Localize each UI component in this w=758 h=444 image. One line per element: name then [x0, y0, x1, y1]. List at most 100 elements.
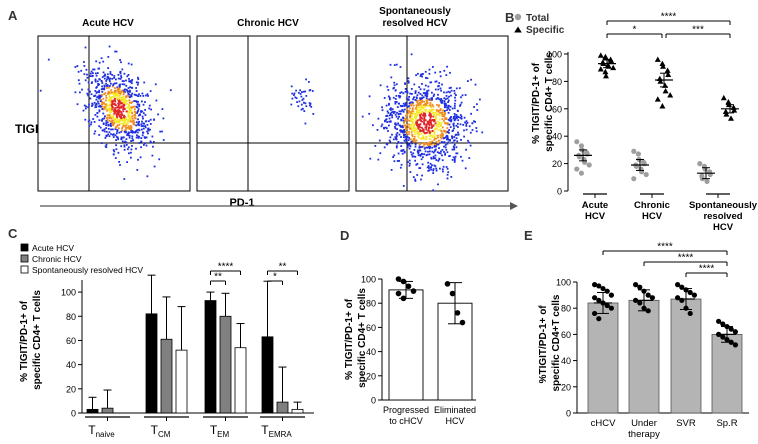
flow-event: [106, 78, 108, 81]
flow-event: [414, 178, 416, 181]
flow-event: [435, 169, 438, 172]
flow-event: [131, 135, 134, 138]
flow-event: [394, 127, 397, 130]
flow-event: [425, 143, 427, 145]
flow-event: [387, 130, 389, 132]
e-point: [720, 334, 726, 340]
flow-event: [438, 139, 441, 142]
flow-event: [429, 118, 432, 121]
flow-event: [112, 133, 115, 136]
flow-event: [395, 133, 398, 136]
flow-event: [446, 177, 449, 180]
flow-event: [456, 152, 459, 155]
flow-event: [389, 120, 392, 123]
flow-event: [98, 119, 101, 122]
e-point: [691, 292, 698, 298]
flow-event: [113, 112, 116, 115]
flow-event: [403, 131, 406, 134]
flow-event: [115, 50, 118, 53]
flow-event: [404, 82, 406, 85]
legend-total-label: Total: [526, 13, 549, 24]
flow-event: [137, 110, 140, 112]
flow-event: [385, 104, 388, 107]
flow-event: [132, 120, 135, 123]
flow-event: [111, 74, 114, 76]
flow-event: [455, 152, 458, 155]
flow-event: [110, 110, 112, 113]
flow-event: [449, 126, 452, 128]
flow-event: [98, 94, 101, 97]
flow-event: [131, 79, 134, 81]
flow-event: [131, 87, 133, 89]
flow-event: [434, 148, 437, 151]
flow-event: [134, 114, 137, 117]
flow-event: [476, 109, 479, 111]
flow-event: [456, 140, 459, 143]
flow-event: [112, 124, 115, 126]
flow-event: [444, 110, 446, 112]
flow-event: [117, 120, 120, 122]
flow-event: [93, 95, 96, 97]
flow-event: [436, 143, 439, 146]
flow-event: [131, 131, 134, 134]
flow-event: [125, 84, 128, 87]
flow-event: [391, 114, 393, 117]
flow-event: [97, 100, 99, 103]
flow-event: [443, 136, 446, 139]
flow-event: [390, 107, 392, 110]
flow-event: [149, 90, 152, 92]
b-point-specific: [667, 92, 674, 98]
flow-event: [428, 147, 431, 150]
e-point: [720, 321, 726, 327]
flow-event: [392, 96, 395, 99]
flow-event: [445, 95, 448, 97]
flow-event: [97, 105, 100, 108]
flow-event: [300, 95, 303, 98]
flow-event: [107, 124, 110, 127]
flow-event: [135, 90, 138, 92]
flow-event: [405, 139, 408, 141]
flow-event: [120, 97, 123, 100]
c-y-label-line2: specific CD4+ T cells: [32, 290, 43, 390]
flow-event: [395, 115, 398, 118]
flow-event: [420, 158, 423, 161]
flow-event: [118, 115, 121, 118]
flow-event: [418, 136, 420, 139]
flow-event: [416, 131, 419, 133]
flow-event: [412, 98, 414, 101]
flow-event: [140, 140, 143, 143]
flow-event: [394, 102, 397, 105]
flow-event: [397, 152, 400, 155]
flow-event: [121, 99, 123, 102]
flow-event: [146, 175, 149, 178]
flow-event: [416, 113, 419, 116]
e-point: [732, 342, 739, 348]
flow-event: [125, 99, 127, 101]
flow-event: [107, 133, 110, 136]
flow-event: [128, 126, 131, 129]
flow-event: [395, 63, 398, 66]
b-y-tick-label: 80: [552, 77, 562, 87]
flow-event: [414, 92, 417, 94]
flow-event: [413, 131, 416, 134]
flow-event: [408, 119, 411, 122]
flow-event: [431, 98, 433, 101]
d-category-label: to cHCV: [389, 416, 423, 426]
flow-event: [93, 132, 96, 135]
d-y-tick-label: 0: [371, 396, 376, 406]
b-category-label: HCV: [642, 211, 663, 222]
flow-event: [121, 118, 123, 120]
flow-event: [118, 94, 121, 97]
flow-event: [396, 160, 399, 162]
flow-event: [425, 101, 428, 103]
flow-event: [406, 128, 408, 131]
b-point-specific: [659, 60, 666, 66]
flow-event: [455, 114, 458, 116]
flow-event: [98, 134, 101, 136]
flow-event: [109, 96, 111, 99]
c-category-label: TCM: [151, 423, 171, 439]
flow-event: [105, 87, 108, 89]
flow-event: [441, 99, 444, 102]
flow-event: [132, 121, 135, 124]
flow-event: [137, 128, 140, 131]
